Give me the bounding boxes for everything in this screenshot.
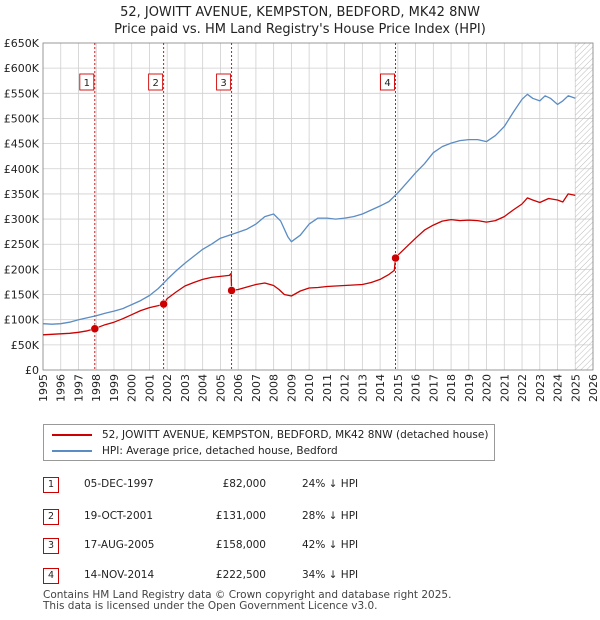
- x-tick-label: 2021: [498, 374, 511, 402]
- x-tick-label: 2004: [197, 374, 210, 402]
- sale-box-label: 2: [152, 78, 158, 89]
- sale-hpi-diff: 24% ↓ HPI: [302, 478, 359, 490]
- sale-box-label: 4: [384, 78, 390, 89]
- sale-date: 17-AUG-2005: [84, 539, 155, 551]
- y-tick-label: £600K: [4, 62, 40, 75]
- sale-point: [391, 253, 400, 263]
- sale-number-badge: 4: [43, 568, 59, 584]
- x-tick-label: 1995: [37, 374, 50, 402]
- legend-swatch-hpi: [52, 450, 92, 452]
- plot-frame: [42, 42, 594, 371]
- chart-legend: 52, JOWITT AVENUE, KEMPSTON, BEDFORD, MK…: [43, 424, 495, 461]
- table-row: 2 19-OCT-2001 £131,000 28% ↓ HPI: [0, 508, 600, 526]
- sale-point: [90, 324, 100, 333]
- x-tick-label: 2016: [410, 374, 423, 402]
- x-tick-label: 2017: [427, 374, 440, 402]
- legend-label-hpi: HPI: Average price, detached house, Bedf…: [102, 445, 338, 457]
- x-tick-label: 2003: [179, 374, 192, 402]
- sale-box: [380, 73, 395, 91]
- legend-item-price-paid: 52, JOWITT AVENUE, KEMPSTON, BEDFORD, MK…: [52, 427, 488, 443]
- x-tick-label: 2012: [339, 374, 352, 402]
- y-tick-label: £450K: [4, 138, 40, 151]
- x-tick-label: 2025: [569, 374, 582, 402]
- x-tick-label: 2009: [285, 374, 298, 402]
- y-tick-label: £150K: [4, 289, 40, 302]
- footer-licence: This data is licensed under the Open Gov…: [43, 600, 378, 612]
- legend-label-price-paid: 52, JOWITT AVENUE, KEMPSTON, BEDFORD, MK…: [102, 429, 489, 441]
- footer-copyright: Contains HM Land Registry data © Crown c…: [43, 589, 452, 601]
- x-tick-label: 2008: [268, 374, 281, 402]
- x-tick-label: 2019: [463, 374, 476, 402]
- sale-price: £222,500: [215, 569, 266, 581]
- table-row: 3 17-AUG-2005 £158,000 42% ↓ HPI: [0, 537, 600, 555]
- x-tick-label: 2001: [143, 374, 156, 402]
- sale-hpi-diff: 28% ↓ HPI: [302, 510, 359, 522]
- x-tick-label: 1998: [90, 374, 103, 402]
- x-tick-label: 1999: [108, 374, 121, 402]
- sale-box: [216, 73, 232, 91]
- price-paid-line: [42, 193, 576, 336]
- x-tick-label: 2013: [356, 374, 369, 402]
- sale-date: 19-OCT-2001: [84, 510, 153, 522]
- y-tick-label: £350K: [4, 188, 40, 201]
- x-tick-label: 2002: [161, 374, 174, 402]
- x-tick-label: 2014: [374, 374, 387, 402]
- sale-box-label: 3: [220, 78, 226, 89]
- x-tick-label: 1997: [72, 374, 85, 402]
- y-tick-label: £250K: [4, 238, 40, 251]
- x-tick-label: 2020: [481, 374, 494, 402]
- legend-item-hpi: HPI: Average price, detached house, Bedf…: [52, 443, 338, 459]
- chart-subtitle: Price paid vs. HM Land Registry's House …: [114, 22, 486, 37]
- sale-hpi-diff: 34% ↓ HPI: [302, 569, 359, 581]
- y-tick-label: £500K: [4, 112, 40, 125]
- legend-swatch-price-paid: [52, 434, 92, 436]
- table-row: 4 14-NOV-2014 £222,500 34% ↓ HPI: [0, 567, 600, 585]
- y-tick-label: £50K: [11, 339, 40, 352]
- x-tick-label: 2022: [516, 374, 529, 402]
- sale-box: [79, 73, 95, 91]
- y-tick-label: £400K: [4, 163, 40, 176]
- footer: Contains HM Land Registry data © Crown c…: [43, 590, 451, 612]
- x-tick-label: 2007: [250, 374, 263, 402]
- table-row: 1 05-DEC-1997 £82,000 24% ↓ HPI: [0, 476, 600, 494]
- y-tick-label: £0: [25, 364, 39, 377]
- sale-date: 05-DEC-1997: [84, 478, 154, 490]
- sale-number-badge: 1: [43, 477, 59, 493]
- x-tick-label: 2015: [392, 374, 405, 402]
- x-tick-label: 2000: [126, 374, 139, 402]
- x-tick-label: 2011: [321, 374, 334, 402]
- x-tick-label: 2010: [303, 374, 316, 402]
- sale-point: [159, 299, 168, 309]
- sale-box: [148, 73, 164, 91]
- y-tick-label: £100K: [4, 314, 40, 327]
- sale-price: £82,000: [222, 478, 266, 490]
- hpi-line: [42, 93, 576, 325]
- sale-number-badge: 3: [43, 538, 59, 554]
- sale-point: [227, 286, 236, 295]
- sale-hpi-diff: 42% ↓ HPI: [302, 539, 359, 551]
- chart-title: 52, JOWITT AVENUE, KEMPSTON, BEDFORD, MK…: [120, 5, 480, 20]
- x-tick-label: 2005: [214, 374, 227, 402]
- y-tick-label: £300K: [4, 213, 40, 226]
- y-tick-label: £200K: [4, 263, 40, 276]
- x-tick-label: 2018: [445, 374, 458, 402]
- x-tick-label: 2023: [534, 374, 547, 402]
- forecast-hatch: [575, 43, 593, 370]
- price-chart: £0 £50K £100K £150K £200K £250K £300K £350K £400…: [4, 37, 600, 402]
- x-tick-label: 2006: [232, 374, 245, 402]
- sale-number-badge: 2: [43, 509, 59, 525]
- sale-price: £131,000: [215, 510, 266, 522]
- x-tick-label: 2024: [552, 374, 565, 402]
- sale-date: 14-NOV-2014: [84, 569, 155, 581]
- y-tick-label: £550K: [4, 87, 40, 100]
- x-tick-label: 1996: [55, 374, 68, 402]
- sale-box-label: 1: [84, 78, 90, 89]
- x-tick-label: 2026: [587, 374, 600, 402]
- y-tick-label: £650K: [4, 37, 40, 50]
- sale-price: £158,000: [215, 539, 266, 551]
- plot-area: [43, 43, 593, 370]
